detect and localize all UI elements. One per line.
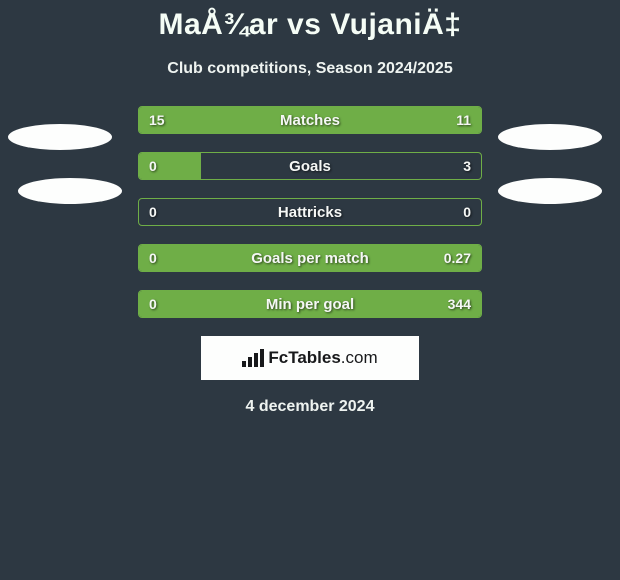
bars-icon: [242, 349, 264, 367]
stat-label: Matches: [139, 107, 481, 133]
page-subtitle: Club competitions, Season 2024/2025: [0, 60, 620, 78]
logo-box[interactable]: FcTables.com: [201, 336, 419, 380]
comparison-bars: 15Matches110Goals30Hattricks00Goals per …: [138, 106, 482, 318]
stat-label: Hattricks: [139, 199, 481, 225]
date-line: 4 december 2024: [0, 398, 620, 416]
page-title: MaÅ¾ar vs VujaniÄ‡: [0, 0, 620, 42]
logo-bold: FcTables: [268, 348, 340, 367]
stat-right-value: 344: [448, 291, 471, 317]
stat-row: 0Hattricks0: [138, 198, 482, 226]
stat-row: 0Goals3: [138, 152, 482, 180]
stat-right-value: 3: [463, 153, 471, 179]
decor-ellipse: [498, 124, 602, 150]
decor-ellipse: [498, 178, 602, 204]
stat-row: 15Matches11: [138, 106, 482, 134]
stat-row: 0Min per goal344: [138, 290, 482, 318]
stat-right-value: 0: [463, 199, 471, 225]
stat-label: Goals per match: [139, 245, 481, 271]
decor-ellipse: [18, 178, 122, 204]
stat-row: 0Goals per match0.27: [138, 244, 482, 272]
stat-right-value: 11: [456, 107, 471, 133]
logo-text: FcTables.com: [242, 348, 377, 368]
decor-ellipse: [8, 124, 112, 150]
stat-right-value: 0.27: [444, 245, 471, 271]
logo-thin: .com: [341, 348, 378, 367]
stat-label: Min per goal: [139, 291, 481, 317]
stat-label: Goals: [139, 153, 481, 179]
